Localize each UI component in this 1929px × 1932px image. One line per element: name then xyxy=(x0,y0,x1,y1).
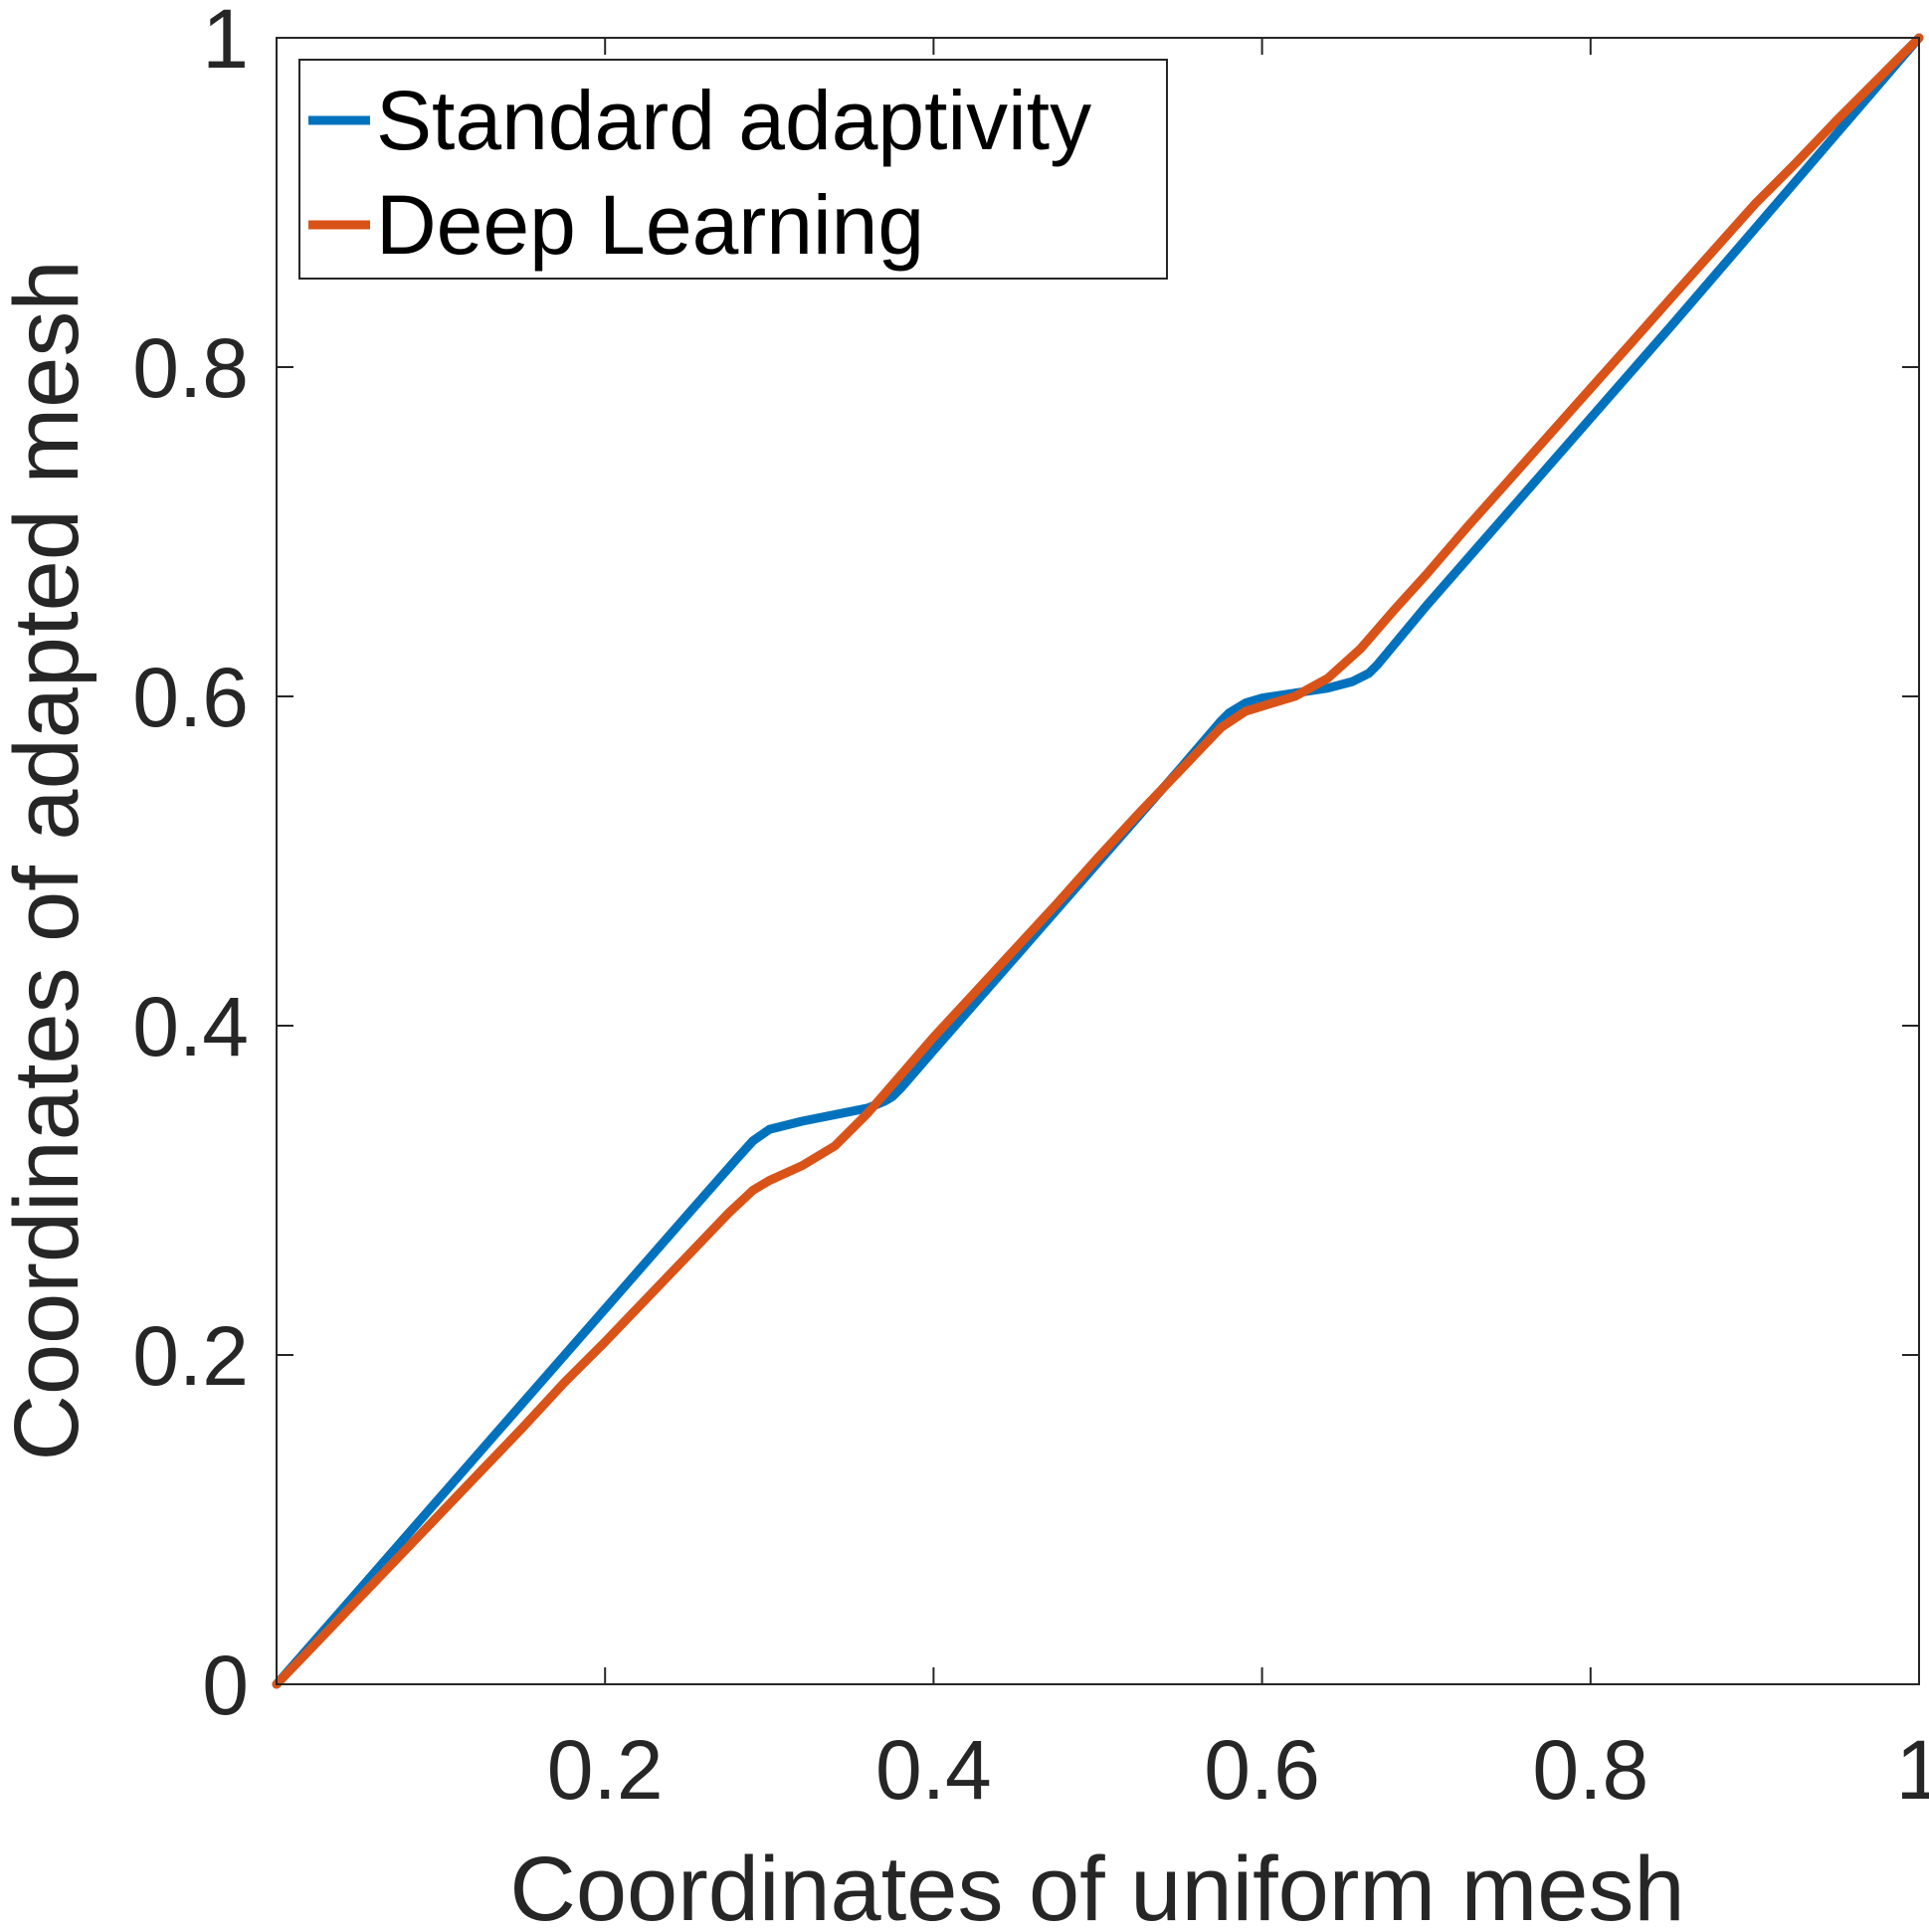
y-tick-label: 0.8 xyxy=(132,321,249,415)
x-tick-label: 0.4 xyxy=(875,1723,992,1817)
y-tick-label: 1 xyxy=(202,0,249,86)
series-layer xyxy=(272,33,1924,1689)
x-tick-label: 0.6 xyxy=(1204,1723,1320,1817)
series-line-deep-learning xyxy=(272,33,1924,1689)
x-tick-label: 1 xyxy=(1896,1723,1929,1817)
legend-label-standard-adaptivity: Standard adaptivity xyxy=(376,74,1091,167)
y-tick-label: 0.4 xyxy=(132,980,249,1073)
y-tick-label: 0 xyxy=(202,1639,249,1732)
legend-label-deep-learning: Deep Learning xyxy=(376,178,924,272)
legend: Standard adaptivity Deep Learning xyxy=(298,59,1168,280)
axes-frame xyxy=(276,37,1920,1685)
x-tick-label: 0.8 xyxy=(1532,1723,1648,1817)
x-axis-title: Coordinates of uniform mesh xyxy=(509,1838,1684,1932)
x-tick-label: 0.2 xyxy=(547,1723,664,1817)
axes-layer xyxy=(276,37,1920,1685)
y-tick-label: 0.2 xyxy=(132,1309,249,1403)
y-tick-label: 0.6 xyxy=(132,651,249,744)
tick-label-layer: 0.2 0.4 0.6 0.8 1 0 0.2 0.4 0.6 0.8 1 xyxy=(132,0,1929,1817)
legend-box xyxy=(298,59,1168,280)
y-axis-title: Coordinates of adapted mesh xyxy=(0,260,97,1460)
